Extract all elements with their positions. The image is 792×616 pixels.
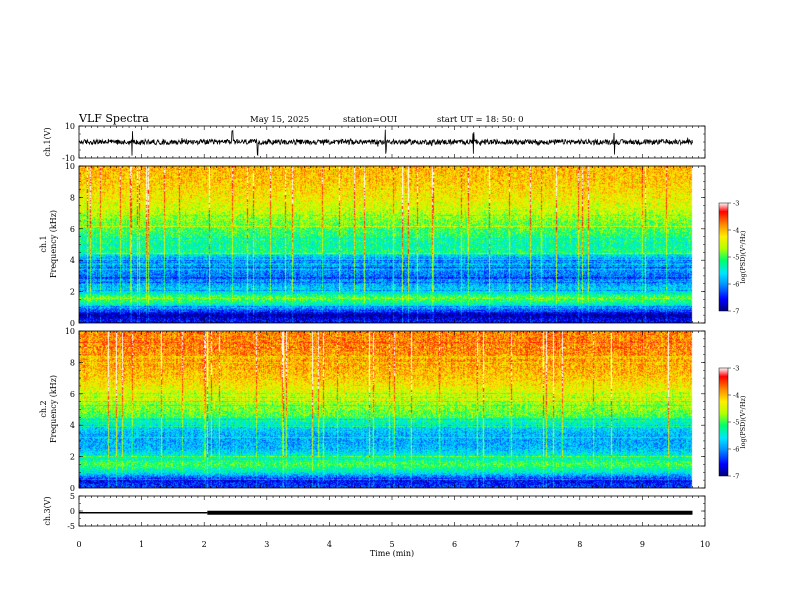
station-label: station=OUI <box>343 115 397 125</box>
ch2-spec-ylabel-line2: Frequency (kHz) <box>49 375 58 443</box>
ch2-colorbar-tick-label: -5 <box>733 419 739 427</box>
start-time-label: start UT = 18: 50: 0 <box>437 115 524 125</box>
ch1-spectrogram-image <box>79 166 705 323</box>
ch2-colorbar-tick-label: -6 <box>733 446 739 454</box>
xaxis-tick-label: 7 <box>515 540 520 549</box>
ch1-spec-ytick-label: 10 <box>65 162 75 171</box>
xaxis-tick-label: 8 <box>577 540 582 549</box>
figure-title: VLF Spectra <box>78 112 149 125</box>
ch2-spectrogram-image <box>79 331 705 488</box>
ch2-colorbar-tick-label: -4 <box>733 392 739 400</box>
ch1-spec-ylabel-line2: Frequency (kHz) <box>49 210 58 278</box>
ch2-spec-ytick-label: 4 <box>70 421 75 430</box>
ch1-spec-ytick-label: 2 <box>70 288 75 297</box>
ch1-spec-ytick-label: 0 <box>70 319 75 328</box>
ch1-ytick-label: -10 <box>62 154 75 163</box>
generated-marks: 0 1 2 3 4 5 6 7 8 9 1010-100246810024681050-5-3-4-… <box>62 122 739 549</box>
xaxis-tick-label: 6 <box>452 540 457 549</box>
xaxis-tick-label: 4 <box>327 540 332 549</box>
xaxis-tick-label: 1 <box>139 540 144 549</box>
ch2-colorbar <box>718 367 729 477</box>
xaxis-tick-label: 3 <box>264 540 269 549</box>
ch2-spec-ylabel-line1: ch.2 <box>39 400 48 417</box>
ch2-spec-ytick-label: 0 <box>70 484 75 493</box>
ch3-ytick-label: 5 <box>70 492 75 501</box>
ch3-ytick-label: 0 <box>70 507 75 516</box>
ch2-spec-ytick-label: 6 <box>70 390 75 399</box>
date-label: May 15, 2025 <box>250 115 309 125</box>
ch2-colorbar-tick-label: -3 <box>733 365 739 373</box>
xaxis-tick-label: 5 <box>389 540 394 549</box>
ch1-colorbar <box>718 202 729 312</box>
ch1-ylabel: ch.1(V) <box>43 127 52 156</box>
ch1-ytick-label: 10 <box>65 122 75 131</box>
ch1-colorbar-tick-label: -6 <box>733 281 739 289</box>
ch2-colorbar-tick-label: -7 <box>733 473 739 481</box>
xaxis-label: Time (min) <box>370 549 414 558</box>
ch1-colorbar-tick-label: -7 <box>733 308 739 316</box>
xaxis-tick-label: 2 <box>202 540 207 549</box>
xaxis-tick-label: 9 <box>640 540 645 549</box>
ch1-colorbar-label: log(PSD)(V²/Hz) <box>739 230 747 283</box>
ch2-spec-ytick-label: 8 <box>70 358 75 367</box>
xaxis-tick-label: 10 <box>700 540 710 549</box>
ch2-spec-ytick-label: 2 <box>70 453 75 462</box>
ch1-spec-ytick-label: 6 <box>70 225 75 234</box>
ch1-spec-ytick-label: 8 <box>70 193 75 202</box>
ch1-colorbar-tick-label: -3 <box>733 200 739 208</box>
ch1-waveform-line <box>79 129 693 157</box>
ch1-spec-ylabel-line1: ch.1 <box>39 235 48 252</box>
ch2-spec-ytick-label: 10 <box>65 327 75 336</box>
xaxis-tick-label: 0 <box>76 540 81 549</box>
ch3-ylabel: ch.3(V) <box>43 496 52 525</box>
ch2-colorbar-label: log(PSD)(V²/Hz) <box>739 395 747 448</box>
ch3-ytick-label: -5 <box>67 522 75 531</box>
ch1-colorbar-tick-label: -5 <box>733 254 739 262</box>
ch1-spec-ytick-label: 4 <box>70 256 75 265</box>
ch1-colorbar-tick-label: -4 <box>733 227 739 235</box>
